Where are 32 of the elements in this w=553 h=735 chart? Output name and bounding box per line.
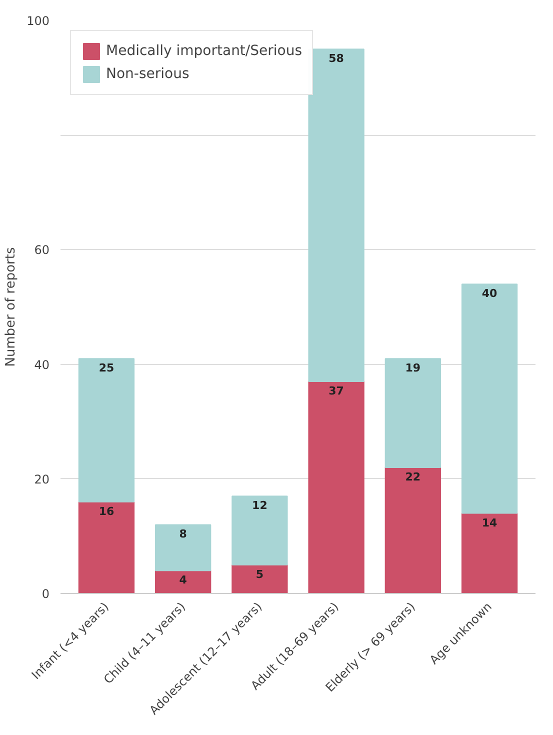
legend-label: Medically important/Serious	[106, 43, 302, 59]
y-axis-title: Number of reports	[4, 247, 19, 367]
bar	[232, 564, 288, 594]
data-label: 5	[256, 568, 264, 581]
bar	[308, 380, 364, 594]
data-label: 16	[98, 504, 114, 518]
data-label: 37	[328, 384, 344, 398]
bar	[155, 524, 212, 572]
data-label: 40	[482, 287, 498, 300]
bar	[308, 48, 364, 382]
y-tick-label: 40	[34, 358, 50, 372]
data-label: 12	[252, 499, 268, 512]
data-label: 19	[405, 362, 421, 375]
data-label: 4	[179, 574, 188, 587]
data-label: 14	[482, 516, 498, 530]
bar	[78, 358, 135, 502]
bar	[461, 512, 518, 594]
data-label: 58	[328, 52, 344, 66]
y-tick-label: 100	[26, 14, 50, 28]
bar	[78, 501, 135, 594]
data-label: 22	[405, 470, 421, 484]
data-label: 25	[98, 362, 114, 375]
y-tick-label: 60	[34, 243, 50, 258]
legend-label: Non-serious	[106, 66, 190, 82]
bar	[232, 496, 288, 566]
y-tick-label: 20	[34, 472, 50, 486]
bar	[461, 284, 518, 514]
data-label: 8	[179, 528, 187, 541]
bar	[384, 466, 441, 594]
bar	[384, 358, 441, 468]
y-tick-label: 0	[42, 587, 50, 601]
bar	[155, 570, 212, 594]
